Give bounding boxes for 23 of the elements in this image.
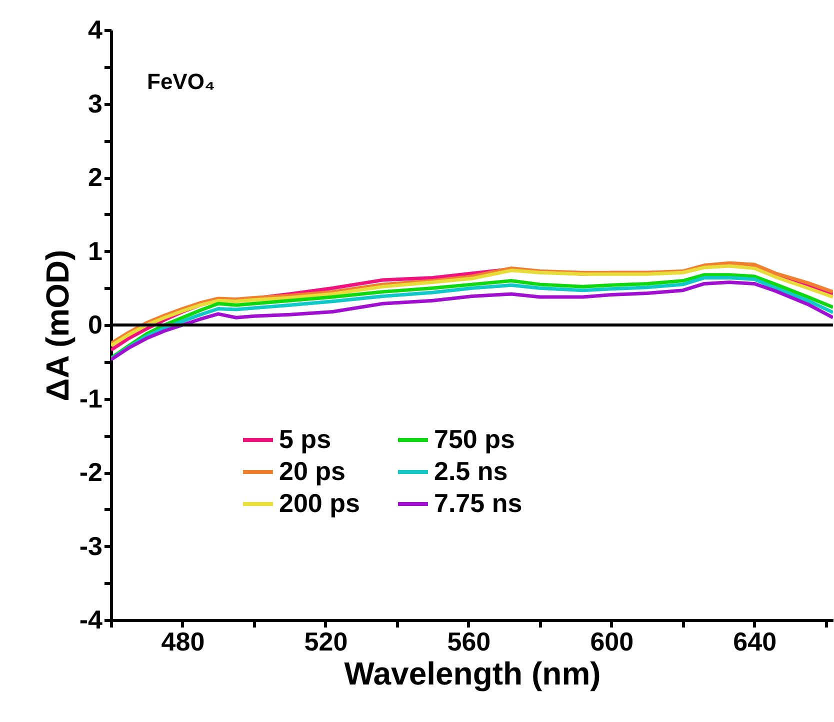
x-tick-label: 560 — [447, 626, 491, 656]
y-tick-label: -2 — [79, 457, 102, 487]
y-tick-label: 0 — [88, 310, 102, 340]
legend-label: 20 ps — [279, 456, 346, 486]
y-tick-label: 4 — [88, 14, 104, 44]
y-tick-label: 1 — [88, 236, 102, 266]
y-tick-label: -4 — [79, 604, 104, 634]
legend-label: 2.5 ns — [434, 456, 508, 486]
y-axis-title: ΔA (mOD) — [39, 250, 76, 402]
x-tick-label: 640 — [733, 626, 777, 656]
x-axis-title: Wavelength (nm) — [344, 656, 601, 692]
y-tick-label: 2 — [88, 162, 102, 192]
x-tick-label: 480 — [161, 626, 205, 656]
legend-label: 200 ps — [279, 488, 360, 518]
legend-label: 5 ps — [279, 424, 332, 454]
y-tick-label: -1 — [79, 383, 102, 414]
annotation: FeVO₄ — [147, 69, 215, 94]
x-tick-label: 600 — [590, 626, 634, 656]
y-tick-label: -3 — [79, 530, 102, 561]
x-tick-label: 520 — [304, 626, 348, 656]
legend-label: 750 ps — [434, 424, 515, 454]
y-tick-label: 3 — [88, 88, 102, 118]
legend-label: 7.75 ns — [434, 488, 522, 518]
